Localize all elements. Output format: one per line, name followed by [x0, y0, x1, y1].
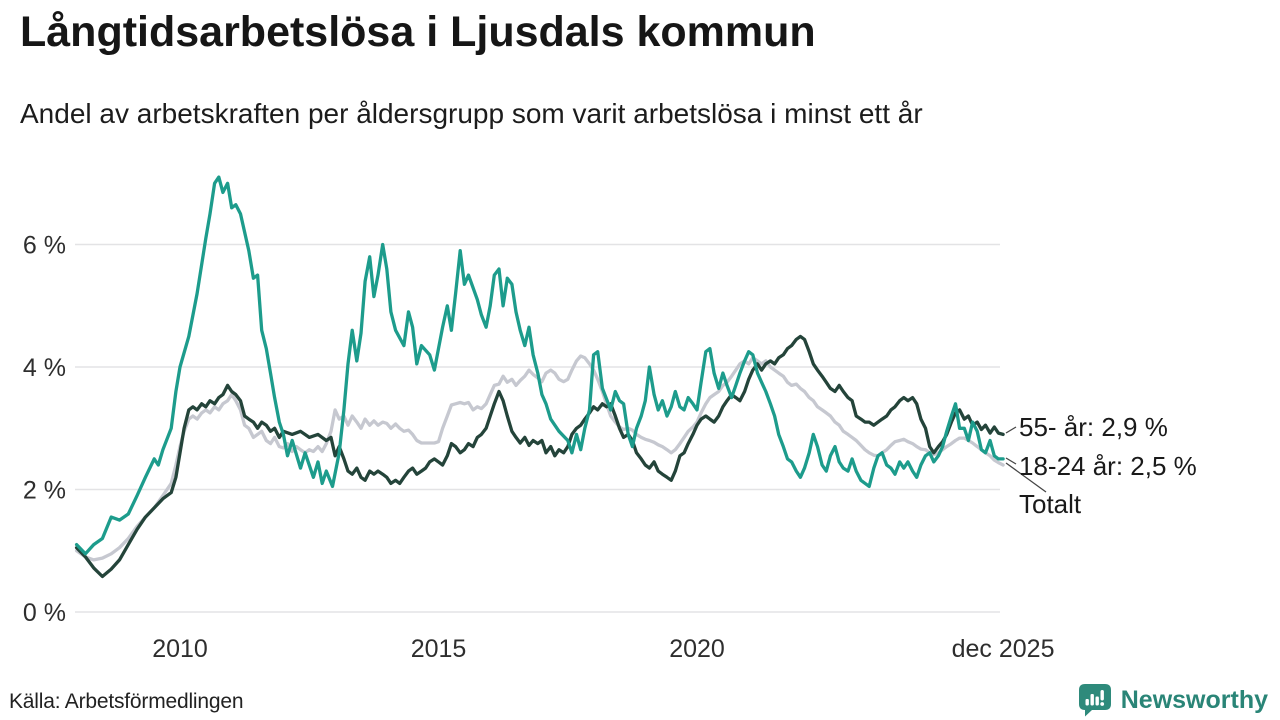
line-55	[74, 334, 1005, 579]
source-note: Källa: Arbetsförmedlingen	[9, 690, 244, 713]
series-end-label-1824: 18-24 år: 2,5 %	[1019, 451, 1197, 481]
x-tick-label: 2020	[669, 635, 725, 663]
series-end-label-totalt: Totalt	[1019, 489, 1082, 519]
x-tick-label: 2015	[411, 635, 467, 663]
leader-line-55	[1005, 426, 1017, 434]
y-tick-label: 2 %	[23, 477, 66, 505]
chart-subtitle: Andel av arbetskraften per åldersgrupp s…	[20, 98, 923, 129]
page-title: Långtidsarbetslösa i Ljusdals kommun	[20, 8, 816, 56]
x-tick-label: 2010	[152, 635, 208, 663]
newsworthy-speech-bubble-chart-icon	[1078, 684, 1111, 717]
leader-line-1824	[1005, 457, 1017, 465]
y-tick-label: 6 %	[23, 232, 66, 260]
y-tick-label: 4 %	[23, 354, 66, 382]
line-totalt	[74, 354, 1005, 562]
leader-line-totalt	[1005, 462, 1047, 493]
newsworthy-logo-text: Newsworthy	[1120, 685, 1268, 714]
series-end-label-55: 55- år: 2,9 %	[1019, 412, 1168, 442]
y-tick-label: 0 %	[23, 599, 66, 627]
newsworthy-logo: Newsworthy	[1077, 682, 1268, 718]
x-tick-label: dec 2025	[952, 635, 1055, 663]
line-1824	[74, 175, 1005, 556]
